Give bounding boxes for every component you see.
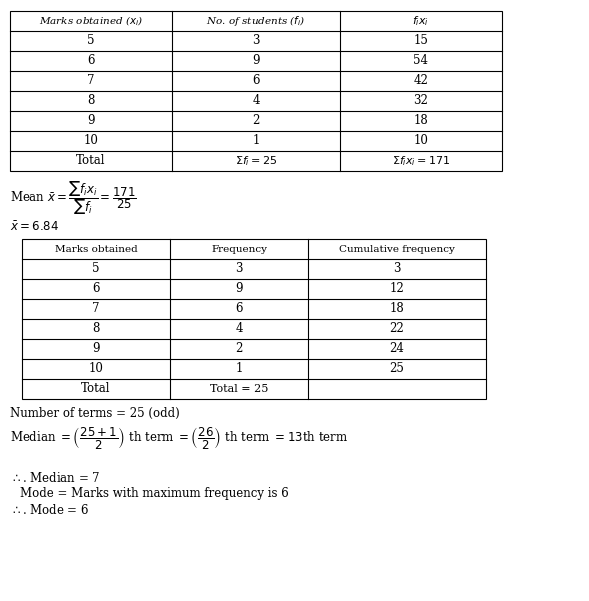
Text: 6: 6 <box>235 302 243 316</box>
Text: 6: 6 <box>87 55 95 67</box>
Text: 3: 3 <box>252 34 260 47</box>
Text: 32: 32 <box>413 94 428 108</box>
Text: Total: Total <box>76 154 106 168</box>
Text: Total = 25: Total = 25 <box>210 384 268 394</box>
Text: 4: 4 <box>252 94 260 108</box>
Text: 9: 9 <box>87 115 95 127</box>
Text: 15: 15 <box>413 34 428 47</box>
Text: 10: 10 <box>84 135 98 147</box>
Text: No. of students ($f_i$): No. of students ($f_i$) <box>206 14 306 28</box>
Text: Median $= \left(\dfrac{25+1}{2}\right)$ th term $= \left(\dfrac{26}{2}\right)$ t: Median $= \left(\dfrac{25+1}{2}\right)$ … <box>10 425 348 451</box>
Text: 18: 18 <box>413 115 428 127</box>
Text: 3: 3 <box>235 263 243 275</box>
Text: Total: Total <box>81 382 111 395</box>
Text: 5: 5 <box>92 263 100 275</box>
Text: 10: 10 <box>413 135 428 147</box>
Text: Marks obtained: Marks obtained <box>55 245 137 254</box>
Text: 9: 9 <box>252 55 260 67</box>
Bar <box>22 239 486 399</box>
Text: $f_ix_i$: $f_ix_i$ <box>412 14 429 28</box>
Text: 9: 9 <box>235 282 243 296</box>
Text: 2: 2 <box>236 343 243 356</box>
Text: 7: 7 <box>92 302 100 316</box>
Text: $\therefore$. Median = 7: $\therefore$. Median = 7 <box>10 471 100 485</box>
Bar <box>10 11 502 171</box>
Text: 42: 42 <box>413 75 428 88</box>
Text: 7: 7 <box>87 75 95 88</box>
Text: 4: 4 <box>235 323 243 335</box>
Text: 24: 24 <box>389 343 405 356</box>
Text: 1: 1 <box>252 135 260 147</box>
Text: 6: 6 <box>92 282 100 296</box>
Text: 8: 8 <box>92 323 100 335</box>
Text: 1: 1 <box>236 362 243 376</box>
Text: Cumulative frequency: Cumulative frequency <box>339 245 455 254</box>
Text: 12: 12 <box>390 282 405 296</box>
Text: 8: 8 <box>87 94 95 108</box>
Text: 9: 9 <box>92 343 100 356</box>
Text: 6: 6 <box>252 75 260 88</box>
Text: $\therefore$. Mode = 6: $\therefore$. Mode = 6 <box>10 503 89 517</box>
Text: $\Sigma f_ix_i=171$: $\Sigma f_ix_i=171$ <box>392 154 450 168</box>
Text: Marks obtained ($x_i$): Marks obtained ($x_i$) <box>39 14 143 28</box>
Text: Frequency: Frequency <box>211 245 267 254</box>
Text: Mode = Marks with maximum frequency is 6: Mode = Marks with maximum frequency is 6 <box>20 487 289 500</box>
Text: 3: 3 <box>393 263 401 275</box>
Text: 5: 5 <box>87 34 95 47</box>
Text: 25: 25 <box>389 362 405 376</box>
Text: Number of terms = 25 (odd): Number of terms = 25 (odd) <box>10 407 180 420</box>
Text: 2: 2 <box>252 115 260 127</box>
Text: $\Sigma f_i=25$: $\Sigma f_i=25$ <box>235 154 277 168</box>
Text: 18: 18 <box>390 302 405 316</box>
Text: $\bar{x}=6.84$: $\bar{x}=6.84$ <box>10 221 59 234</box>
Text: 22: 22 <box>390 323 405 335</box>
Text: 10: 10 <box>88 362 104 376</box>
Text: 54: 54 <box>413 55 429 67</box>
Text: Mean $\bar{x} = \dfrac{\sum f_ix_i}{\sum f_i} = \dfrac{171}{25}$: Mean $\bar{x} = \dfrac{\sum f_ix_i}{\sum… <box>10 179 137 217</box>
